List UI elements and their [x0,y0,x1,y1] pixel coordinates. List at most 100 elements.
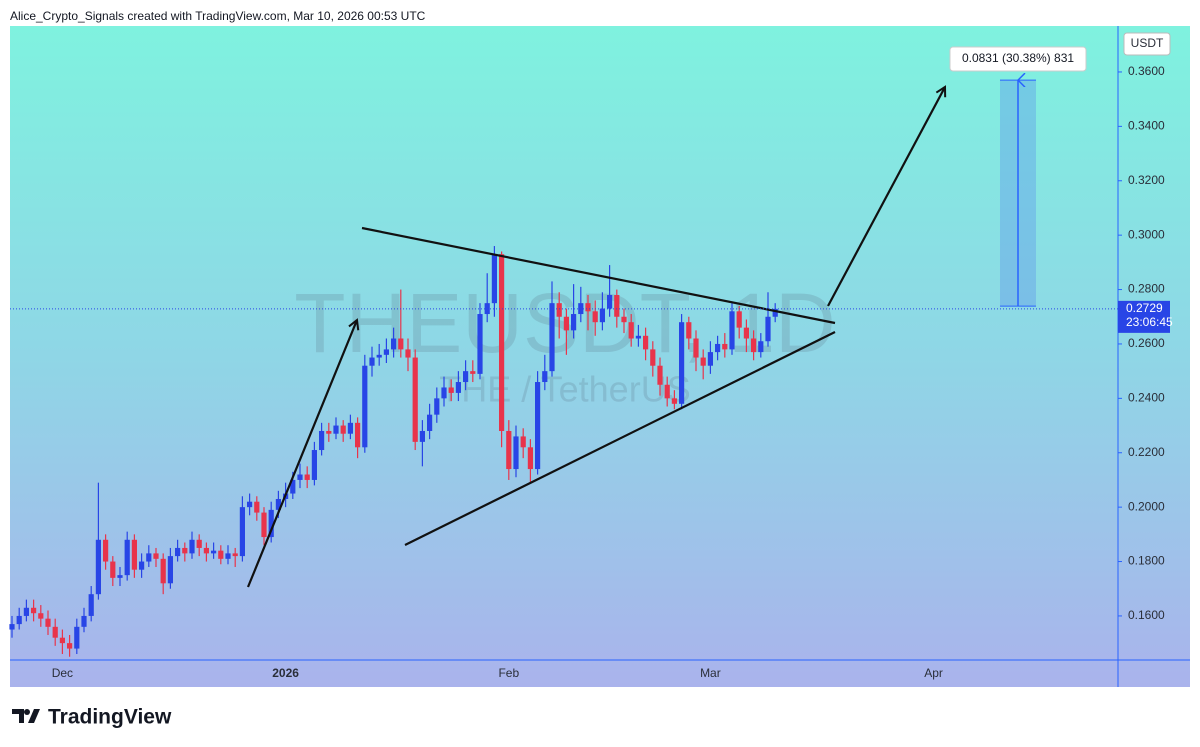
candle-body [527,447,533,470]
candle-body [499,254,505,431]
candle-body [326,430,332,434]
candle-body [556,303,562,317]
arrow-up-right [827,87,945,307]
candle-body [52,626,58,638]
candle-body [743,327,749,339]
candle-body [707,352,713,366]
candle-body [95,539,101,595]
candle-body [686,322,692,339]
candle-body [383,349,389,355]
candle-body [369,357,375,366]
candle-body [470,371,476,374]
candle-body [247,501,253,508]
arrow-up-left [246,320,357,588]
candle-body [297,474,303,480]
candle-body [751,338,757,353]
countdown: 23:06:45 [1126,315,1173,329]
candle-body [340,425,346,434]
candle-body [722,343,728,350]
candle-body [729,311,735,350]
x-tick-label: Mar [700,666,721,680]
candle-body [290,479,296,494]
candle-body [477,314,483,374]
candle-body [643,335,649,350]
candle-body [355,422,361,448]
brand-logo [12,709,40,723]
candle-body [671,398,677,404]
chart-panel [10,26,1190,687]
candle-body [535,382,541,470]
candle-body [628,322,634,339]
candle-body [254,501,260,513]
candle-body [434,398,440,415]
y-tick-label: 0.2000 [1128,499,1165,513]
candle-body [607,294,613,309]
y-tick-label: 0.2400 [1128,391,1165,405]
candle-body [175,547,181,557]
candle-body [664,384,670,399]
candle-body [571,314,577,331]
candle-body [347,422,353,434]
candle-body [715,343,721,353]
projection-label-box [949,46,1087,72]
x-tick-label: 2026 [272,666,299,680]
y-tick-label: 0.3600 [1128,64,1165,78]
candle-body [124,539,130,576]
candle-body [506,430,512,470]
candle-body [333,425,339,434]
candle-body [38,613,44,619]
header: Alice_Crypto_Signals created with Tradin… [10,9,426,23]
candle-body [448,387,454,393]
candle-body [311,450,317,480]
candle-body [427,414,433,431]
candle-body [319,430,325,451]
candle-body [139,561,145,570]
candle-body [196,539,202,548]
drawings [246,87,945,588]
candle-body [146,553,152,562]
trend-line-lower [404,331,836,546]
candle-body [362,365,368,448]
candle-body [81,615,87,627]
projection-label: 0.0831 (30.38%) 831 [962,51,1074,65]
candle-body [693,338,699,358]
candle-body [31,607,37,614]
candle-body [268,509,274,538]
y-tick-label: 0.3200 [1128,173,1165,187]
candle-body [391,338,397,350]
currency: USDT [1131,36,1164,50]
candle-body [635,335,641,339]
candle-body [189,539,195,554]
y-tick-label: 0.1800 [1128,554,1165,568]
last-price: 0.2729 [1126,301,1163,315]
candle-body [45,618,51,627]
candle-body [261,512,267,538]
candle-body [59,637,65,644]
candle-body [218,550,224,559]
candle-body [103,539,109,562]
candle-body [225,553,231,559]
candle-body [232,553,238,557]
candle-body [765,316,771,342]
candle-body [758,341,764,353]
candle-body [614,294,620,317]
watermark-pair: THE / TetherUS [439,369,690,410]
candle-body [679,322,685,404]
candle-body [657,365,663,385]
candle-body [491,254,497,304]
y-tick-label: 0.2600 [1128,336,1165,350]
candle-body [16,615,22,625]
y-tick-label: 0.3400 [1128,119,1165,133]
candle-body [88,594,94,616]
candle-body [203,547,209,554]
candle-body [585,303,591,312]
candle-body [650,349,656,366]
brand: TradingView [48,706,172,729]
y-tick-label: 0.3000 [1128,227,1165,241]
x-tick-label: Apr [924,666,943,680]
candle-body [700,357,706,366]
currency-box [1123,32,1171,56]
candle-body [275,498,281,510]
candle-body [398,338,404,350]
candle-body [74,626,80,649]
